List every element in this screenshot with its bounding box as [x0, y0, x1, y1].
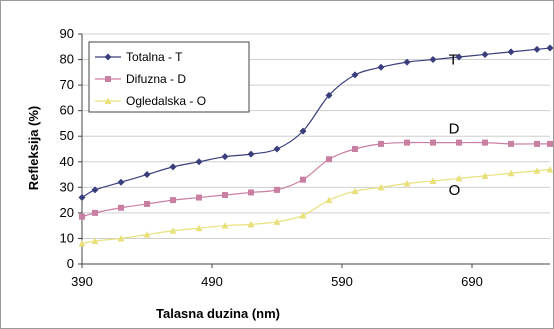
data-point: [377, 183, 385, 191]
x-axis-title: Talasna duzina (nm): [156, 306, 280, 321]
data-point: [92, 209, 98, 216]
series-group: [78, 44, 554, 247]
data-point: [118, 204, 124, 211]
y-tick-label: 40: [60, 154, 74, 169]
data-point: [222, 192, 228, 198]
data-point: [403, 58, 411, 66]
y-tick-label: 30: [60, 179, 74, 194]
data-point: [482, 139, 488, 146]
series-line: [81, 168, 551, 245]
data-point: [507, 48, 515, 56]
data-point: [274, 186, 280, 193]
data-point: [117, 178, 125, 186]
data-point: [169, 163, 177, 171]
data-point: [546, 44, 554, 52]
data-point: [143, 231, 151, 238]
data-point: [273, 145, 281, 153]
legend-marker: [105, 76, 111, 82]
data-point: [455, 174, 463, 182]
gridlines: [82, 33, 550, 239]
data-point: [455, 53, 463, 61]
y-axis-title: Refleksija (%): [26, 106, 41, 191]
data-point: [325, 91, 333, 99]
data-point: [299, 127, 307, 135]
data-point: [221, 222, 229, 229]
data-point: [430, 139, 436, 146]
series-annotation: O: [449, 182, 461, 199]
data-point: [300, 176, 306, 183]
series-1: [79, 139, 553, 220]
data-point: [481, 172, 489, 179]
legend-label: Totalna - T: [126, 50, 183, 64]
annotations: T D O: [449, 52, 461, 199]
data-point: [429, 56, 437, 64]
y-tick-label: 10: [60, 230, 74, 245]
x-tick-label: 490: [201, 274, 223, 289]
x-tick-label: 690: [461, 274, 483, 289]
legend-box: [88, 41, 250, 113]
data-point: [91, 237, 99, 244]
data-point: [351, 71, 359, 79]
data-point: [351, 187, 359, 195]
y-tick-label: 0: [67, 256, 74, 271]
axes: [78, 33, 550, 268]
data-point: [325, 196, 333, 204]
data-point: [117, 234, 125, 242]
data-point: [79, 213, 85, 220]
x-tick-label: 590: [331, 274, 353, 289]
data-point: [326, 156, 332, 163]
data-point: [456, 139, 462, 146]
data-point: [273, 218, 281, 225]
y-tick-label: 80: [60, 52, 74, 67]
data-point: [78, 194, 86, 202]
y-tick-label: 20: [60, 205, 74, 220]
y-tick-label: 70: [60, 77, 74, 92]
data-point: [378, 140, 384, 147]
data-point: [91, 186, 99, 194]
y-tick-labels: 0 10 20 30 40 50 60 70 80 90: [60, 26, 74, 271]
data-point: [247, 150, 255, 158]
legend-marker: [104, 53, 112, 61]
data-point: [403, 180, 411, 187]
data-point: [144, 200, 150, 207]
data-point: [508, 140, 514, 147]
x-tick-label: 390: [71, 274, 93, 289]
data-point: [507, 169, 515, 177]
data-point: [196, 194, 202, 201]
y-tick-label: 60: [60, 103, 74, 118]
data-point: [299, 211, 307, 219]
data-point: [195, 158, 203, 166]
data-point: [546, 165, 554, 173]
data-point: [533, 45, 541, 53]
series-annotation: D: [449, 121, 460, 138]
y-tick-label: 90: [60, 26, 74, 41]
data-point: [195, 224, 203, 232]
data-point: [248, 189, 254, 196]
data-point: [481, 50, 489, 58]
data-point: [78, 240, 86, 247]
series-0: [78, 44, 554, 202]
x-tick-labels: 390 490 590 690: [71, 274, 483, 289]
legend: Totalna - T Difuzna - D Ogledalska - O: [88, 41, 250, 113]
data-point: [429, 177, 437, 184]
data-point: [352, 146, 358, 152]
data-point: [169, 227, 177, 234]
data-point: [221, 153, 229, 161]
legend-marker: [104, 97, 112, 104]
legend-label: Difuzna - D: [126, 72, 186, 86]
data-point: [533, 167, 541, 174]
data-point: [547, 140, 553, 147]
data-point: [143, 171, 151, 179]
data-point: [377, 63, 385, 71]
data-point: [404, 139, 410, 146]
data-point: [534, 140, 540, 147]
legend-label: Ogledalska - O: [126, 94, 206, 108]
data-point: [247, 220, 255, 228]
y-tick-label: 50: [60, 128, 74, 143]
series-2: [78, 165, 554, 247]
data-point: [170, 197, 176, 204]
series-annotation: T: [449, 52, 458, 69]
